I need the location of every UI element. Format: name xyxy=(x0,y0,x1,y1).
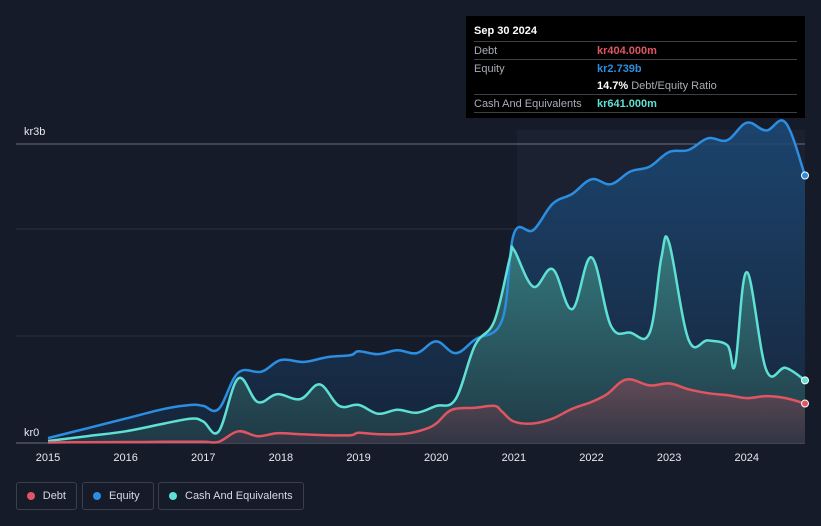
legend-equity[interactable]: Equity xyxy=(82,482,154,510)
tooltip-cash-label: Cash And Equivalents xyxy=(474,97,582,110)
y-axis-top-label: kr3b xyxy=(24,126,45,138)
cash-endpoint xyxy=(801,376,809,385)
tooltip-debt-label: Debt xyxy=(474,44,498,57)
series-endpoints xyxy=(801,171,809,408)
equity-endpoint xyxy=(801,171,809,180)
legend-cash[interactable]: Cash And Equivalents xyxy=(158,482,304,510)
x-tick-2016: 2016 xyxy=(113,452,137,464)
tooltip-ratio-row: 14.7% Debt/Equity Ratio xyxy=(474,77,797,94)
x-tick-2017: 2017 xyxy=(191,452,215,464)
legend-equity-label: Equity xyxy=(109,490,140,502)
legend-debt-dot xyxy=(27,492,35,500)
tooltip-equity-label: Equity xyxy=(474,62,505,75)
tooltip-debt-row: Debt kr404.000m xyxy=(474,41,797,59)
debt-line xyxy=(47,378,806,444)
x-axis-ticks: 2015 2016 2017 2018 2019 2020 2021 2022 2023 2024 xyxy=(36,452,759,464)
y-axis-bottom-label: kr0 xyxy=(24,427,39,439)
equity-line xyxy=(47,119,807,440)
legend-debt-label: Debt xyxy=(42,490,66,502)
tooltip-date: Sep 30 2024 xyxy=(474,25,537,37)
cash-line xyxy=(47,235,806,443)
x-tick-2021: 2021 xyxy=(502,452,526,464)
tooltip-cash-row: Cash And Equivalents kr641.000m xyxy=(474,94,797,113)
series-lines xyxy=(47,119,807,444)
tooltip-ratio-value: 14.7% xyxy=(597,79,629,92)
tooltip-equity-row: Equity kr2.739b xyxy=(474,59,797,77)
tooltip-cash-value: kr641.000m xyxy=(597,97,657,110)
x-tick-2020: 2020 xyxy=(424,452,448,464)
debt-endpoint xyxy=(801,399,809,408)
tooltip-ratio-label: Debt/Equity Ratio xyxy=(631,79,717,92)
legend-equity-dot xyxy=(93,492,101,500)
debt-area xyxy=(48,379,805,443)
legend-debt[interactable]: Debt xyxy=(16,482,77,510)
legend-cash-dot xyxy=(169,492,177,500)
x-tick-2023: 2023 xyxy=(657,452,681,464)
x-tick-2019: 2019 xyxy=(346,452,370,464)
x-tick-2015: 2015 xyxy=(36,452,60,464)
x-tick-2022: 2022 xyxy=(579,452,603,464)
legend-cash-label: Cash And Equivalents xyxy=(185,490,293,502)
tooltip-panel: Sep 30 2024 Debt kr404.000m Equity kr2.7… xyxy=(466,16,805,118)
tooltip-equity-value: kr2.739b xyxy=(597,62,642,75)
x-tick-2018: 2018 xyxy=(269,452,293,464)
series-areas xyxy=(48,120,805,443)
tooltip-debt-value: kr404.000m xyxy=(597,44,657,57)
x-tick-2024: 2024 xyxy=(735,452,759,464)
